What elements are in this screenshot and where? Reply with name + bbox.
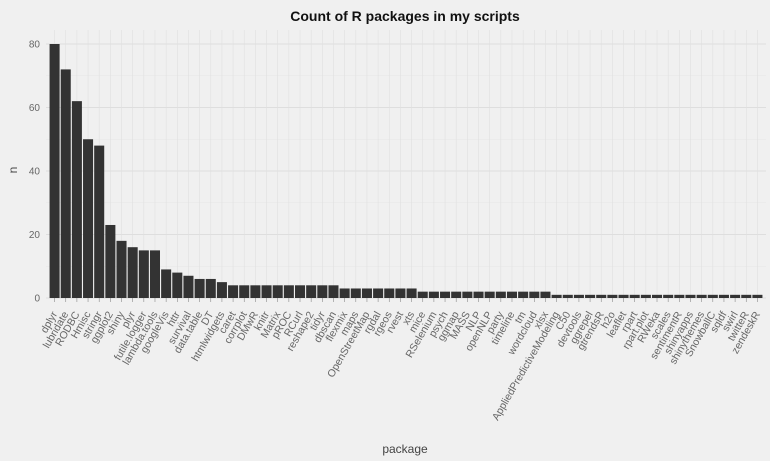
bar [361,288,372,298]
bar [406,288,417,298]
bar [161,269,172,298]
bar [71,101,82,299]
bar [730,294,741,298]
bar [127,247,138,298]
bar [350,288,361,298]
y-tick-label: 0 [34,294,40,305]
bar [60,69,71,299]
bar [573,294,584,298]
bar [540,291,551,298]
bar [707,294,718,298]
bar [272,285,283,298]
bar [618,294,629,298]
bar [585,294,596,298]
bar [261,285,272,298]
y-tick-label: 40 [29,167,41,178]
x-axis-label: package [382,442,428,456]
bar [428,291,439,298]
bar [518,291,529,298]
x-tick-label: tm [513,309,529,325]
bar [339,288,350,298]
y-tick-label: 60 [29,103,41,114]
bar [674,294,685,298]
bar [640,294,651,298]
bar [373,288,384,298]
bar [752,294,763,298]
bar [105,224,116,298]
bar [417,291,428,298]
bar [484,291,495,298]
chart-title: Count of R packages in my scripts [290,8,520,24]
bar [317,285,328,298]
bar [395,288,406,298]
bar [205,278,216,298]
bar [440,291,451,298]
bar [506,291,517,298]
y-tick-label: 80 [29,40,41,51]
bar [295,285,306,298]
bar [607,294,618,298]
bar [172,272,183,298]
y-tick-label: 20 [29,230,41,241]
bar [685,294,696,298]
bar [562,294,573,298]
bar [629,294,640,298]
bar [183,275,194,298]
bar [49,44,60,298]
y-axis-ticks: 0 20 40 60 80 [29,40,41,305]
bar [149,250,160,299]
bar [83,139,94,298]
bar [529,291,540,298]
bar [462,291,473,298]
bar [216,282,227,299]
bar [194,278,205,298]
bar [250,285,261,298]
bar [328,285,339,298]
bar [718,294,729,298]
bar [283,285,294,298]
bar [473,291,484,298]
bar [384,288,395,298]
bar [451,291,462,298]
bar [741,294,752,298]
x-axis-ticks: dplyrlubridateRODBCHmiscstringrggplot2sh… [38,298,763,423]
bar [596,294,607,298]
bar [306,285,317,298]
bar [663,294,674,298]
bar [495,291,506,298]
bar [239,285,250,298]
bar [138,250,149,299]
bars [49,44,763,299]
y-axis-label: n [6,167,20,174]
bar [696,294,707,298]
bar [228,285,239,298]
x-tick-label: xts [400,310,417,328]
bar [116,240,127,298]
bar [551,294,562,298]
bar [652,294,663,298]
bar [94,145,105,298]
